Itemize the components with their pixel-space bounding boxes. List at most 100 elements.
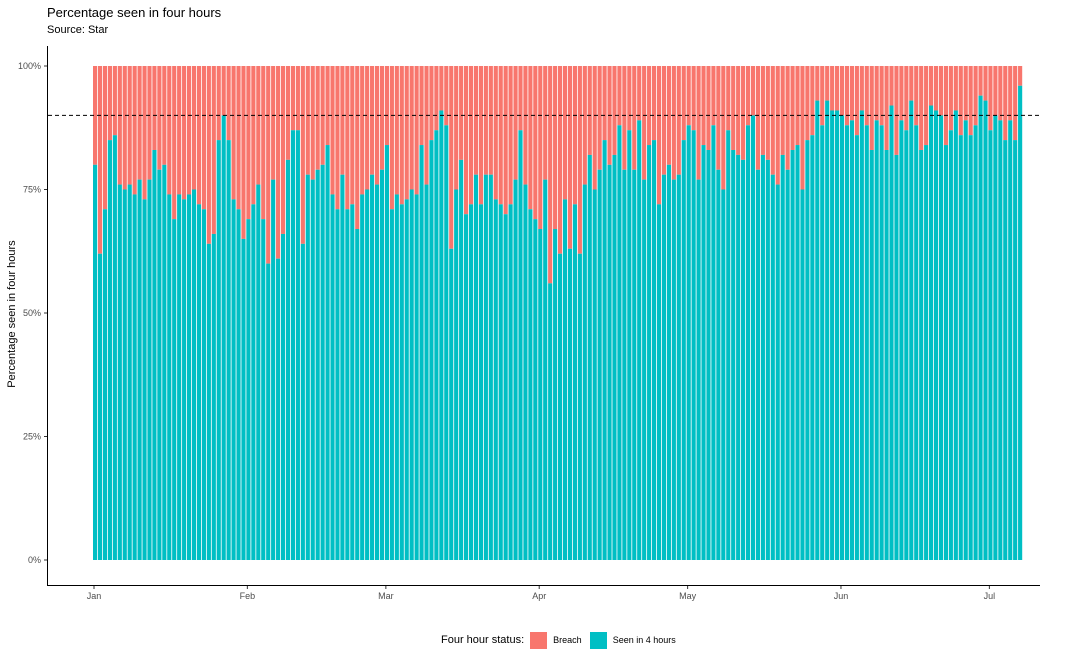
bar-breach [360,66,365,195]
bar-breach [236,66,241,210]
bar-breach [533,66,538,220]
bar-seen [478,204,483,560]
bar-seen [785,169,790,561]
bar-breach [177,66,182,195]
bar-seen [844,125,850,560]
bar-breach [315,66,320,170]
bar-breach [182,66,187,200]
bar-seen [498,204,503,560]
bar-breach [691,66,696,131]
bar-seen [726,130,731,560]
bar-breach [414,66,419,195]
bar-breach [127,66,132,185]
bar-breach [473,66,479,175]
bar-breach [355,66,360,230]
bar-seen [196,204,202,560]
bar-seen [350,204,355,560]
bar-breach [439,66,444,111]
bar-breach [805,66,810,141]
bar-seen [429,140,434,560]
bar-seen [924,145,929,561]
bar-breach [468,66,474,205]
bar-breach [963,66,968,121]
bar-seen [112,135,117,560]
bar-seen [444,125,449,560]
bar-seen [765,159,770,561]
bar-breach [864,66,869,126]
bar-breach [340,66,345,175]
bar-seen [938,115,944,561]
bar-breach [172,66,177,220]
bar-seen [360,194,365,560]
bar-breach [582,66,587,185]
bar-seen [543,179,548,560]
bar-seen [157,169,162,561]
bar-breach [924,66,929,146]
y-tick-label: 75% [23,185,41,195]
bar-breach [656,66,662,205]
bar-breach [904,66,909,131]
bar-breach [716,66,721,170]
bar-breach [562,66,568,200]
bar-seen [533,219,538,560]
bar-breach [973,66,978,126]
bar-seen [162,164,167,561]
bar-seen [290,130,296,560]
bar-breach [943,66,948,146]
bar-breach [216,66,221,141]
bar-seen [805,140,810,560]
bar-breach [478,66,483,205]
bar-breach [503,66,508,215]
bar-breach [894,66,899,155]
bar-seen [780,154,785,561]
bar-seen [914,125,919,560]
bar-seen [760,154,765,561]
bar-breach [706,66,711,150]
bar-seen [731,149,736,561]
x-tick-label: May [679,591,697,601]
bar-seen [335,209,340,560]
bar-seen [483,174,488,560]
bar-breach [305,66,310,175]
bar-seen [251,204,256,560]
bar-breach [280,66,286,234]
bar-breach [879,66,884,126]
bar-breach [276,66,281,259]
y-tick-label: 50% [23,308,41,318]
bar-breach [231,66,236,200]
bar-seen [681,140,686,560]
bar-seen [741,159,746,561]
bar-breach [844,66,850,126]
bar-seen [711,125,716,560]
bar-breach [642,66,647,180]
bar-breach [122,66,127,190]
bar-breach [191,66,197,190]
bar-seen [523,184,528,560]
bar-breach [622,66,627,170]
bar-breach [508,66,513,205]
bar-seen [379,169,385,561]
bar-seen [632,169,637,561]
bar-breach [201,66,206,210]
bar-seen [454,189,459,560]
bar-breach [785,66,790,170]
bar-seen [854,135,859,560]
bar-breach [572,66,577,205]
bar-seen [330,194,335,560]
bar-seen [439,110,444,561]
bar-seen [528,209,533,560]
bar-seen [577,253,582,560]
bar-seen [839,115,845,561]
y-tick-label: 25% [23,432,41,442]
bar-seen [943,145,948,561]
bar-breach [196,66,202,205]
bar-breach [241,66,246,239]
bar-seen [572,204,577,560]
bar-breach [409,66,414,190]
bar-seen [117,184,122,560]
bar-seen [241,238,246,560]
bar-seen [810,135,815,560]
bar-seen [1008,120,1013,560]
bar-seen [874,120,879,560]
bar-breach [666,66,671,165]
